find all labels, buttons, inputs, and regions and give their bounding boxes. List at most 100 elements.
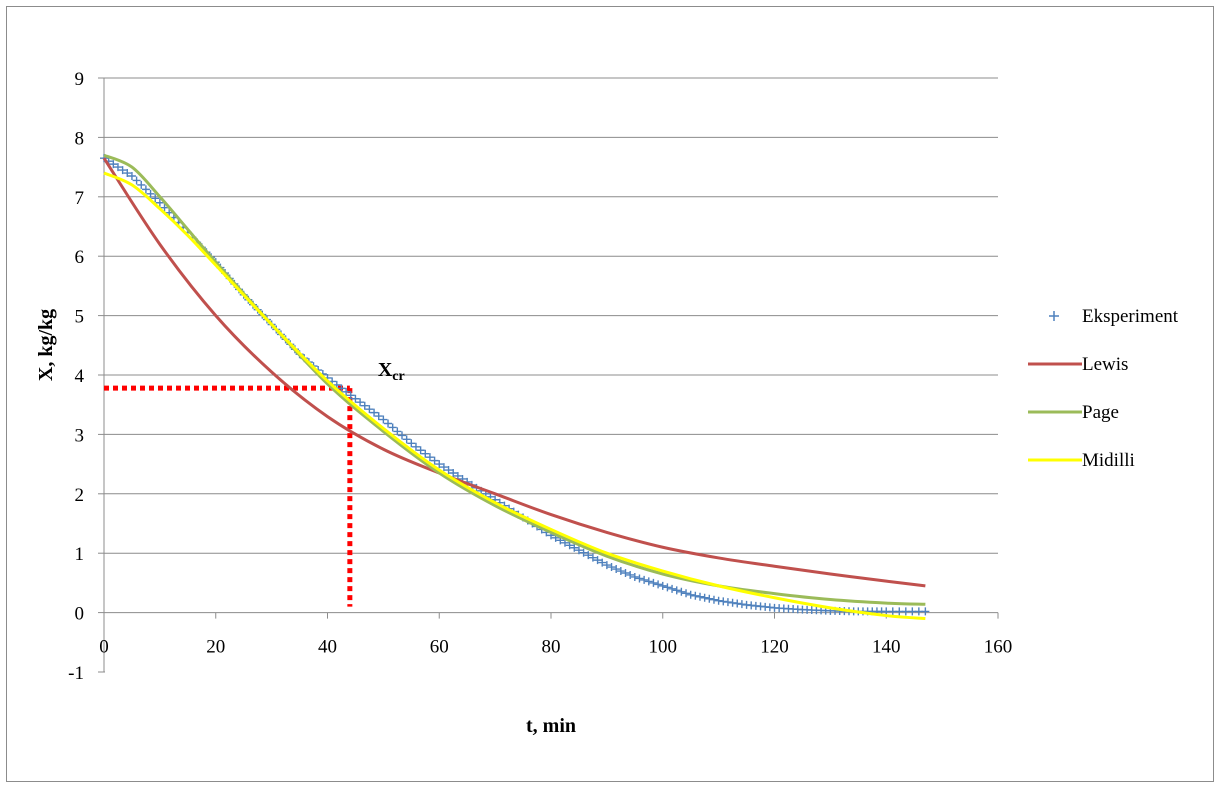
data-point-eksperiment <box>416 446 425 455</box>
y-tick-label-0: 0 <box>75 604 85 625</box>
data-point-eksperiment <box>146 189 155 198</box>
data-point-eksperiment <box>374 412 383 421</box>
y-tick-label-5: 5 <box>75 307 85 328</box>
y-tick-label-3: 3 <box>75 425 85 446</box>
y-tick-label--1: -1 <box>68 663 84 684</box>
data-point-eksperiment <box>640 575 649 584</box>
data-point-eksperiment <box>137 180 146 189</box>
data-point-eksperiment <box>346 391 355 400</box>
data-point-eksperiment <box>602 561 611 570</box>
data-point-eksperiment <box>705 594 714 603</box>
data-point-eksperiment <box>118 166 127 175</box>
data-point-eksperiment <box>709 595 718 604</box>
x-tick-label-0: 0 <box>99 637 109 658</box>
data-point-eksperiment <box>668 584 677 593</box>
data-point-eksperiment <box>444 466 453 475</box>
grid-layer <box>104 77 998 554</box>
x-tick-label-140: 140 <box>872 637 901 658</box>
y-tick-label-4: 4 <box>75 366 85 387</box>
x-tick-label-60: 60 <box>430 637 449 658</box>
data-point-eksperiment <box>425 453 434 462</box>
data-point-eksperiment <box>435 460 444 469</box>
legend-item-midilli: Midilli <box>1028 450 1135 471</box>
data-point-eksperiment <box>658 581 667 590</box>
data-point-eksperiment <box>370 408 379 417</box>
data-point-eksperiment <box>365 405 374 414</box>
legend-label-page: Page <box>1082 402 1119 423</box>
data-point-eksperiment <box>612 565 621 574</box>
data-point-eksperiment <box>141 185 150 194</box>
x-tick-label-160: 160 <box>984 637 1013 658</box>
data-point-eksperiment <box>407 439 416 448</box>
x-tick-label-80: 80 <box>542 637 561 658</box>
y-tick-label-7: 7 <box>75 188 85 209</box>
data-point-eksperiment <box>649 578 658 587</box>
data-point-eksperiment <box>151 194 160 203</box>
chart-frame <box>6 6 1214 782</box>
data-point-eksperiment <box>626 570 635 579</box>
data-point-eksperiment <box>588 553 597 562</box>
data-point-eksperiment <box>691 591 700 600</box>
x-tick-label-40: 40 <box>318 637 337 658</box>
data-point-eksperiment <box>630 572 639 581</box>
data-point-eksperiment <box>393 427 402 436</box>
data-point-eksperiment <box>607 563 616 572</box>
data-point-eksperiment <box>439 463 448 472</box>
series-eksperiment <box>100 154 930 616</box>
data-point-eksperiment <box>113 163 122 172</box>
x-tick-label-120: 120 <box>760 637 789 658</box>
data-point-eksperiment <box>635 574 644 583</box>
legend-item-page: Page <box>1028 402 1119 423</box>
data-point-eksperiment <box>672 586 681 595</box>
legend-marker-eksperiment <box>1049 311 1059 321</box>
data-point-eksperiment <box>654 580 663 589</box>
data-point-eksperiment <box>160 203 169 212</box>
data-point-eksperiment <box>384 419 393 428</box>
data-point-eksperiment <box>621 569 630 577</box>
y-tick-label-2: 2 <box>75 485 85 506</box>
y-tick-label-9: 9 <box>75 69 85 90</box>
series-line-midilli <box>103 171 926 621</box>
data-point-eksperiment <box>402 435 411 444</box>
data-point-eksperiment <box>356 398 365 407</box>
data-point-eksperiment <box>127 172 136 181</box>
data-point-eksperiment <box>644 577 653 586</box>
data-point-eksperiment <box>700 593 709 602</box>
data-point-eksperiment <box>449 469 458 478</box>
legend-item-eksperiment: Eksperiment <box>1049 306 1179 327</box>
axes-layer: -1 0 1 2 3 4 5 6 7 8 9 0 20 40 60 80 100 120 140 160 <box>68 69 1012 684</box>
x-axis-title: t, min <box>526 715 576 737</box>
data-point-eksperiment <box>360 401 369 410</box>
data-point-eksperiment <box>411 442 420 451</box>
data-point-eksperiment <box>123 169 132 178</box>
series-layer <box>100 153 930 621</box>
critical-point-annotation: Xcr <box>104 359 405 607</box>
data-point-eksperiment <box>686 590 695 599</box>
y-tick-label-6: 6 <box>75 247 85 268</box>
data-point-eksperiment <box>598 558 607 567</box>
x-tick-label-100: 100 <box>649 637 678 658</box>
data-point-eksperiment <box>593 556 602 565</box>
data-point-eksperiment <box>155 198 164 207</box>
series-line-page <box>103 153 926 606</box>
data-point-eksperiment <box>379 415 388 424</box>
data-point-eksperiment <box>696 592 704 601</box>
data-point-eksperiment <box>663 583 672 592</box>
data-point-eksperiment <box>574 546 583 555</box>
data-point-eksperiment <box>398 431 406 440</box>
data-point-eksperiment <box>430 456 439 465</box>
data-point-eksperiment <box>677 587 686 596</box>
data-point-eksperiment <box>584 551 593 560</box>
data-point-eksperiment <box>570 543 579 552</box>
data-point-eksperiment <box>351 394 360 403</box>
x-tick-label-20: 20 <box>206 637 225 658</box>
data-point-eksperiment <box>921 607 930 616</box>
y-axis-title: X, kg/kg <box>35 309 57 381</box>
legend-label-eksperiment: Eksperiment <box>1082 306 1179 327</box>
y-tick-label-1: 1 <box>75 544 85 565</box>
data-point-eksperiment <box>342 387 351 396</box>
data-point-eksperiment <box>565 541 574 550</box>
legend-label-lewis: Lewis <box>1082 354 1128 375</box>
data-point-eksperiment <box>109 160 118 169</box>
